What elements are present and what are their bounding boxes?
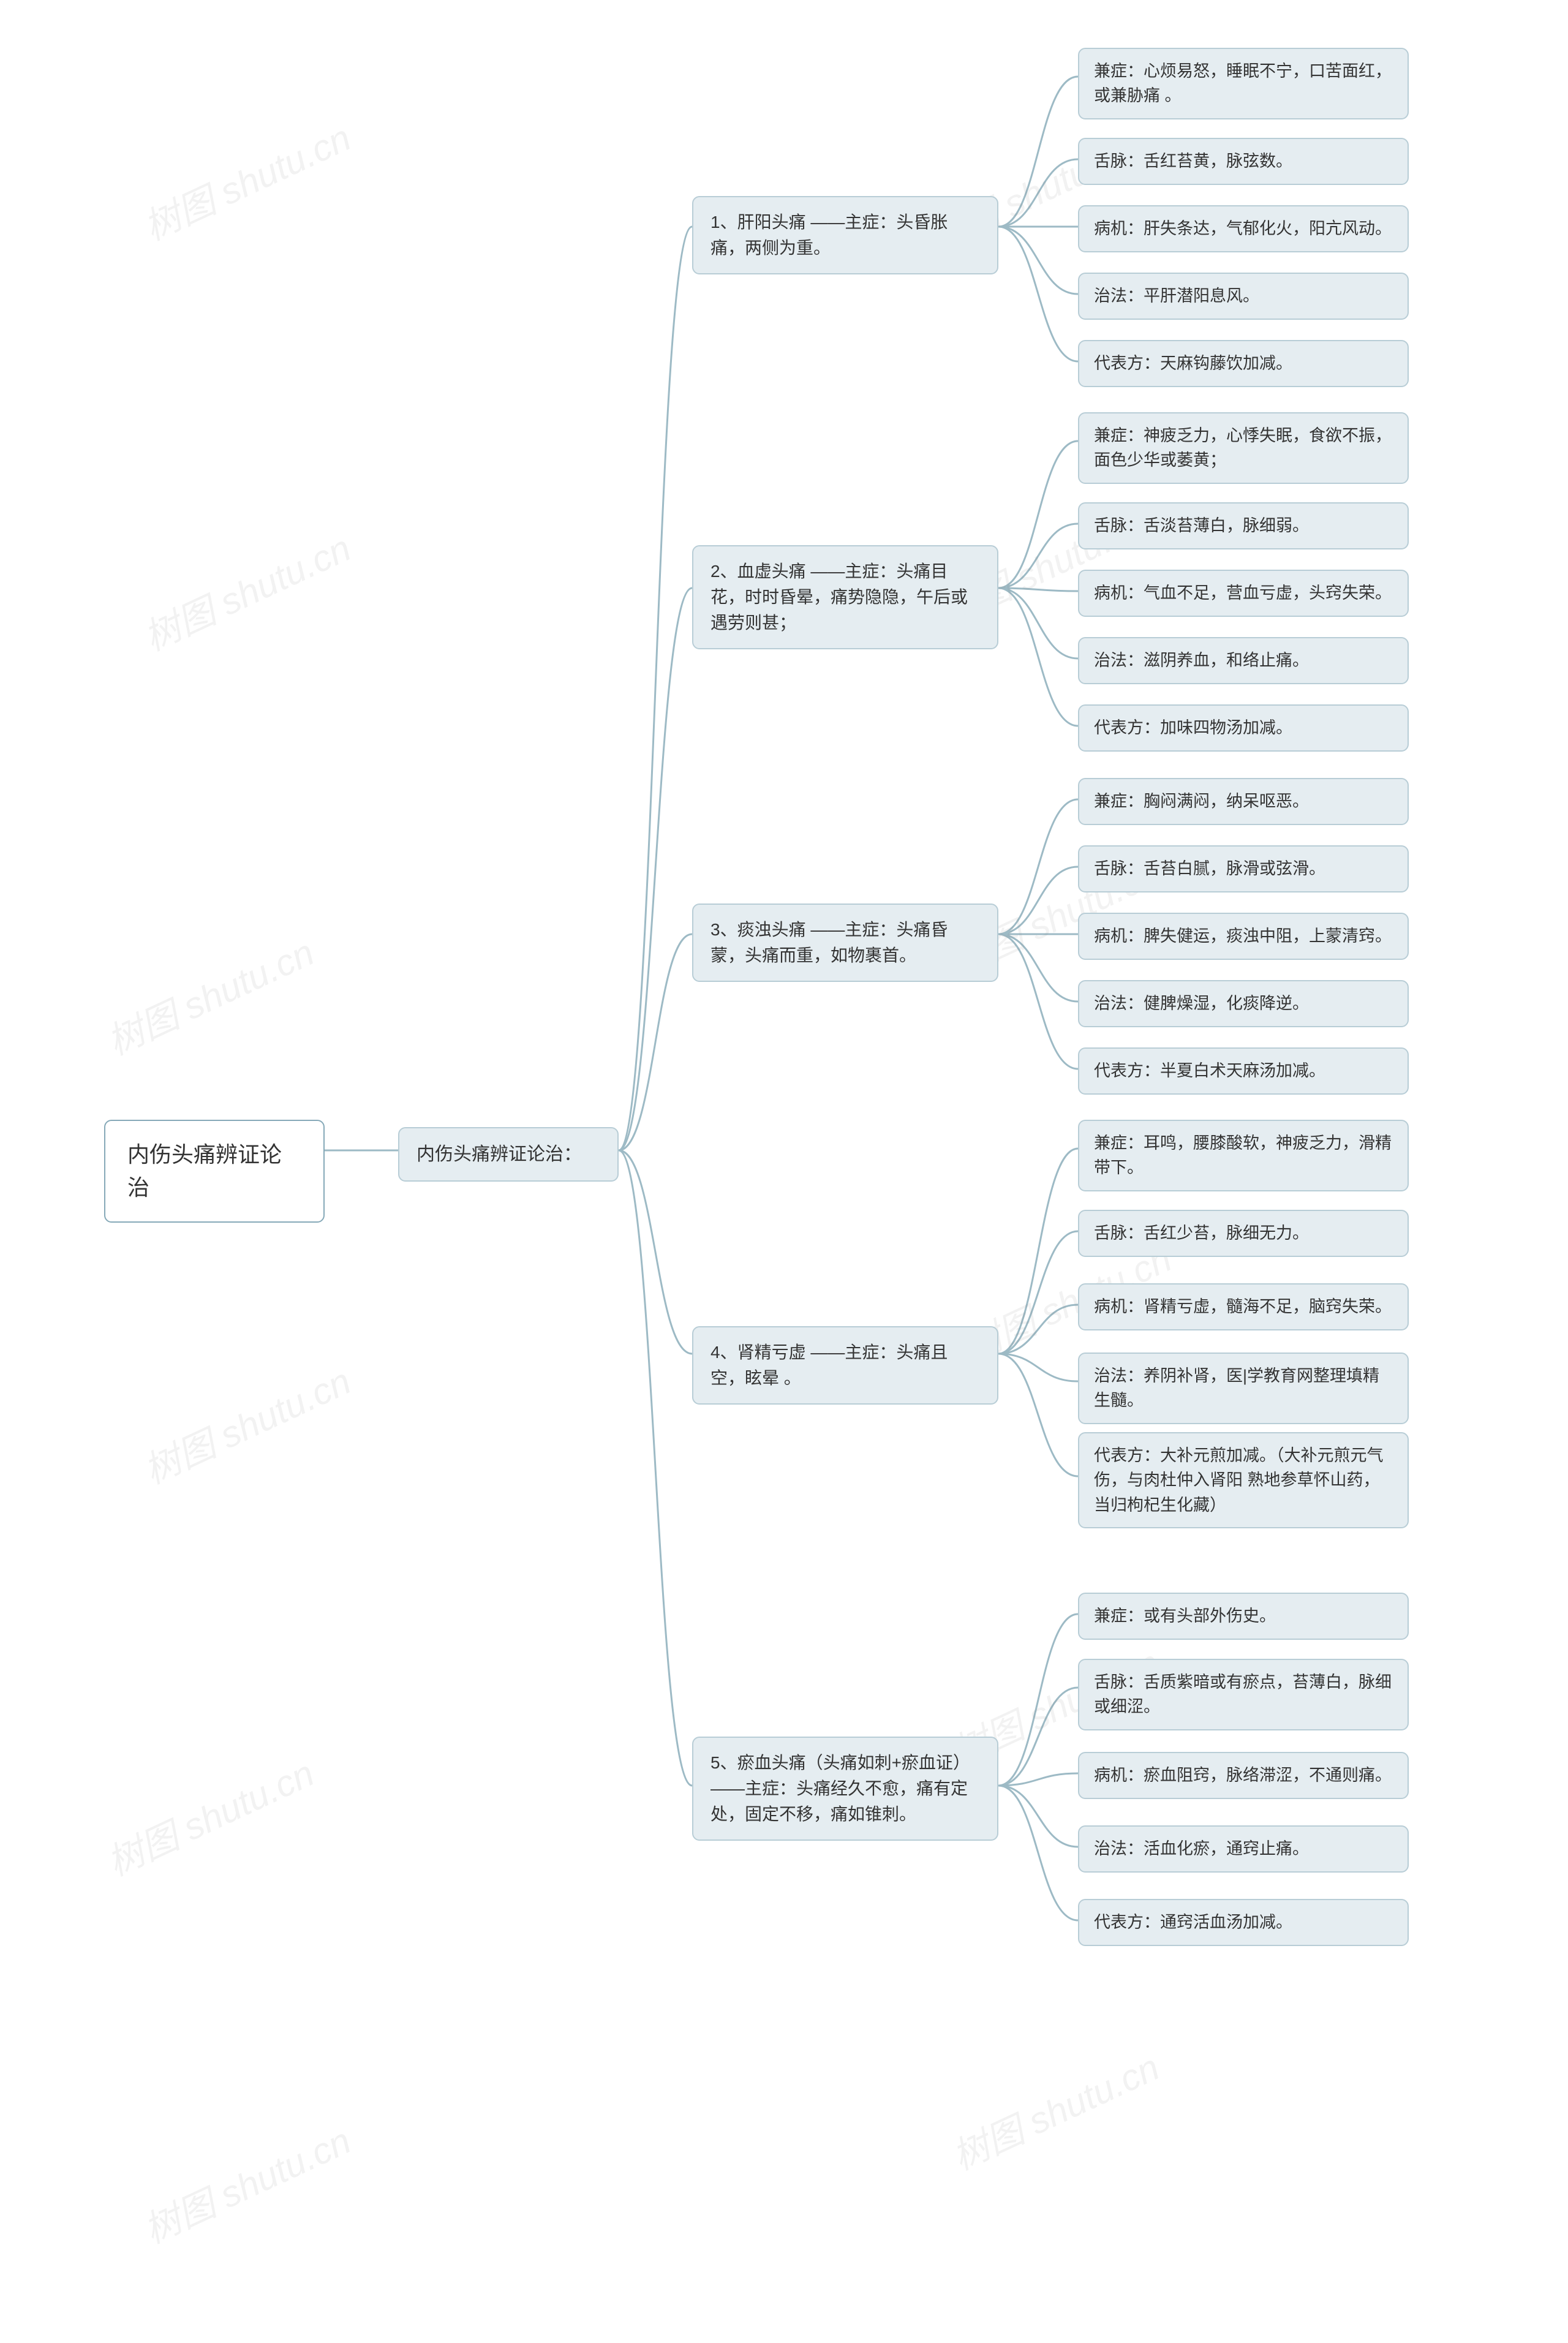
watermark: 树图 shutu.cn (97, 923, 322, 1065)
leaf-node-4-2: 病机：瘀血阻窍，脉络滞涩，不通则痛。 (1078, 1752, 1409, 1799)
leaf-node-3-0: 兼症：耳鸣，腰膝酸软，神疲乏力，滑精带下。 (1078, 1120, 1409, 1191)
leaf-node-2-2: 病机：脾失健运，痰浊中阻，上蒙清窍。 (1078, 913, 1409, 960)
leaf-node-0-2: 病机：肝失条达，气郁化火，阳亢风动。 (1078, 205, 1409, 252)
leaf-node-1-4: 代表方：加味四物汤加减。 (1078, 704, 1409, 752)
branch-node-3: 4、肾精亏虚 ——主症：头痛且空，眩晕 。 (692, 1326, 998, 1405)
branch-node-4: 5、瘀血头痛（头痛如刺+瘀血证）——主症：头痛经久不愈，痛有定处，固定不移，痛如… (692, 1737, 998, 1841)
watermark: 树图 shutu.cn (134, 519, 358, 661)
leaf-node-0-4: 代表方：天麻钩藤饮加减。 (1078, 340, 1409, 387)
leaf-node-2-3: 治法：健脾燥湿，化痰降逆。 (1078, 980, 1409, 1027)
leaf-node-3-2: 病机：肾精亏虚，髓海不足，脑窍失荣。 (1078, 1283, 1409, 1330)
leaf-node-0-0: 兼症：心烦易怒，睡眠不宁，口苦面红，或兼胁痛 。 (1078, 48, 1409, 119)
branch-node-0: 1、肝阳头痛 ——主症：头昏​胀痛，两侧为重。 (692, 196, 998, 274)
mindmap-canvas: 树图 shutu.cn 树图 shutu.cn 树图 shutu.cn 树图 shut… (0, 0, 1568, 2343)
leaf-node-4-4: 代表方：通窍活血汤加减。 (1078, 1899, 1409, 1946)
watermark: 树图 shutu.cn (943, 2038, 1167, 2180)
root-node: 内伤头痛辨证论治 (104, 1120, 325, 1223)
leaf-node-4-0: 兼症：或有头部外伤史。 (1078, 1593, 1409, 1640)
leaf-node-4-1: 舌脉：舌质紫暗或有瘀点，苔薄白，脉细或细涩。 (1078, 1659, 1409, 1730)
branch-node-2: 3、痰浊头痛 ——主症：头痛昏蒙，头痛而重，如物裹首。 (692, 904, 998, 982)
watermark: 树图 shutu.cn (97, 1744, 322, 1886)
leaf-node-0-3: 治法：平肝潜阳息风。 (1078, 273, 1409, 320)
leaf-node-3-4: 代表方：大补元煎加减。（大补元煎元气伤，与肉杜仲入肾阳 熟地参草怀山药，当归枸杞… (1078, 1432, 1409, 1529)
watermark: 树图 shutu.cn (134, 108, 358, 251)
watermark: 树图 shutu.cn (134, 1352, 358, 1494)
lvl1-node: 内伤头痛辨证论治： (398, 1127, 619, 1182)
branch-node-1: 2、血虚头痛 ——主症：头痛目花，时时昏晕，痛势隐隐，午后或遇劳则甚； (692, 545, 998, 649)
leaf-node-3-1: 舌脉：舌红少苔，脉细无力。 (1078, 1210, 1409, 1257)
leaf-node-4-3: 治法：活血化瘀，通窍止痛。 (1078, 1825, 1409, 1873)
leaf-node-2-0: 兼症：胸闷满闷，纳呆呕恶。 (1078, 778, 1409, 825)
leaf-node-3-3: 治法：养阴补肾，医|学教育网整理填精生髓。 (1078, 1353, 1409, 1424)
leaf-node-1-2: 病机：气血不足，营血亏虚，头窍失荣。 (1078, 570, 1409, 617)
leaf-node-1-3: 治法：滋阴养血，和络止痛。 (1078, 637, 1409, 684)
leaf-node-2-1: 舌脉：舌苔白腻，脉滑或弦滑。 (1078, 845, 1409, 892)
leaf-node-1-1: 舌脉：舌淡苔薄白，脉细弱。 (1078, 502, 1409, 549)
leaf-node-0-1: 舌脉：舌红苔黄，脉弦数。 (1078, 138, 1409, 185)
watermark: 树图 shutu.cn (134, 2111, 358, 2254)
leaf-node-1-0: 兼症：神疲乏力，心悸失眠，食欲不振，面色少华或萎黄； (1078, 412, 1409, 484)
leaf-node-2-4: 代表方：半夏白术天麻汤加减。 (1078, 1047, 1409, 1095)
